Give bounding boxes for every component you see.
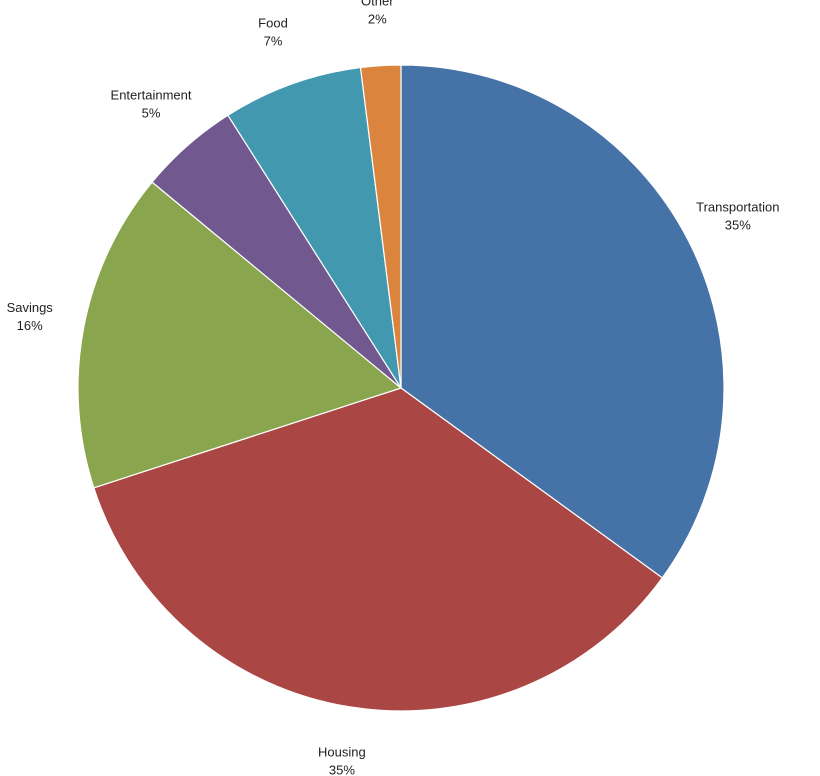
data-label-food: Food 7% (258, 15, 288, 48)
data-label-percent: 35% (329, 762, 355, 776)
slice-transportation (400, 64, 725, 579)
data-label-category: Food (258, 15, 288, 30)
slice-savings (77, 181, 403, 489)
data-label-category: Transportation (696, 199, 779, 214)
data-label-housing: Housing 35% (318, 744, 366, 776)
data-label-category: Savings (7, 300, 54, 315)
data-label-entertainment: Entertainment 5% (111, 88, 192, 121)
slice-food (227, 66, 402, 389)
data-label-transportation: Transportation 35% (696, 199, 779, 232)
data-label-percent: 2% (368, 12, 387, 27)
slice-housing (93, 387, 664, 712)
data-label-percent: 5% (142, 106, 161, 121)
labels-layer: Transportation 35% Housing 35% Savings 16% Ent… (7, 0, 780, 776)
slices-layer (77, 64, 725, 712)
data-label-savings: Savings 16% (7, 300, 54, 333)
data-label-category: Housing (318, 744, 366, 759)
data-label-percent: 35% (725, 217, 751, 232)
slice-other (359, 64, 402, 389)
data-label-category: Entertainment (111, 88, 192, 103)
data-label-category: Other (361, 0, 394, 9)
data-label-percent: 16% (17, 318, 43, 333)
data-label-other: Other 2% (361, 0, 394, 27)
data-label-percent: 7% (264, 33, 283, 48)
